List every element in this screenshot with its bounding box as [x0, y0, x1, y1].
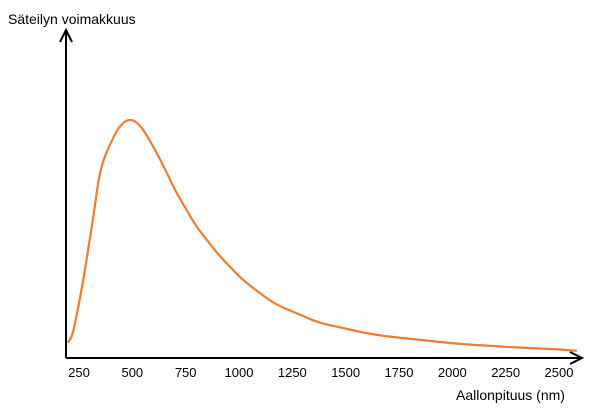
- x-tick-label: 2000: [438, 365, 467, 380]
- x-tick-label: 750: [175, 365, 197, 380]
- x-tick-label: 2250: [491, 365, 520, 380]
- x-tick-label: 1750: [385, 365, 414, 380]
- x-tick-label: 1500: [331, 365, 360, 380]
- x-tick-label: 500: [121, 365, 143, 380]
- series-line: [67, 118, 578, 352]
- x-tick-label: 2500: [545, 365, 574, 380]
- x-axis-arrow: [569, 351, 585, 365]
- axes: [59, 27, 585, 365]
- series-group: [67, 118, 578, 352]
- y-axis-title: Säteilyn voimakkuus: [8, 11, 136, 27]
- x-axis-title: Aallonpituus (nm): [456, 387, 565, 403]
- x-ticks: 250 500 750 1000 1250 1500 1750 2000 2250 2500: [68, 365, 573, 380]
- x-tick-label: 1250: [278, 365, 307, 380]
- x-tick-label: 250: [68, 365, 90, 380]
- y-axis-arrow: [59, 27, 73, 43]
- x-tick-label: 1000: [225, 365, 254, 380]
